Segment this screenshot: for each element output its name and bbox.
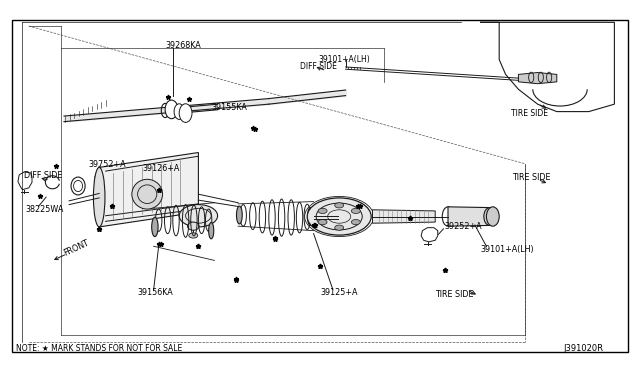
Text: 39156KA: 39156KA [138,288,173,296]
Circle shape [189,233,198,238]
Ellipse shape [174,104,184,119]
Text: 39268KA: 39268KA [165,41,201,50]
Ellipse shape [188,222,199,230]
Ellipse shape [132,179,163,209]
Ellipse shape [486,207,499,226]
Text: 39155KA: 39155KA [211,103,247,112]
Ellipse shape [179,104,192,122]
Text: 39752+A: 39752+A [88,160,126,169]
Ellipse shape [442,207,454,226]
Ellipse shape [209,222,214,239]
Text: 39252+A: 39252+A [445,222,483,231]
Ellipse shape [484,208,495,225]
Text: 39125+A: 39125+A [320,288,358,296]
Ellipse shape [93,167,105,227]
Ellipse shape [165,100,178,119]
Circle shape [351,219,360,225]
Ellipse shape [152,217,158,237]
Circle shape [351,208,360,214]
Ellipse shape [118,180,132,199]
Circle shape [335,225,344,230]
Ellipse shape [71,177,85,195]
Text: TIRE SIDE: TIRE SIDE [435,290,474,299]
Text: NOTE: ★ MARK STANDS FOR NOT FOR SALE: NOTE: ★ MARK STANDS FOR NOT FOR SALE [16,344,182,353]
Text: FRONT: FRONT [63,239,91,258]
Polygon shape [372,210,435,223]
Text: 39126+A: 39126+A [142,164,179,173]
Text: TIRE SIDE: TIRE SIDE [511,109,548,118]
Polygon shape [448,207,490,226]
Circle shape [318,219,327,225]
Text: 38225WA: 38225WA [26,205,64,214]
Circle shape [179,205,218,227]
Bar [12,20,628,352]
Circle shape [335,203,344,208]
Text: 39101+A(LH): 39101+A(LH) [480,245,534,254]
Polygon shape [99,153,198,227]
Text: 39101+A(LH): 39101+A(LH) [319,55,371,64]
Text: J391020R: J391020R [563,344,604,353]
Text: TIRE SIDE: TIRE SIDE [512,173,550,182]
Circle shape [318,208,327,214]
Text: DIFF SIDE: DIFF SIDE [300,62,337,71]
Ellipse shape [307,208,314,225]
Ellipse shape [237,206,243,224]
Text: DIFF SIDE: DIFF SIDE [24,171,63,180]
Polygon shape [518,73,557,84]
Circle shape [307,198,371,235]
